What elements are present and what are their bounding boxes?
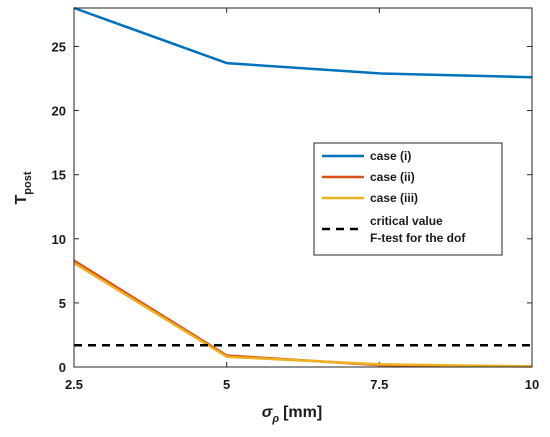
axis-ticks: 0 5 10 15 20 25 2.5 5 7.5 10 bbox=[52, 8, 539, 392]
legend-label-4: critical value F-test for the dof bbox=[370, 214, 466, 245]
y-tick-label: 20 bbox=[52, 104, 66, 119]
y-axis-label-sub: post bbox=[22, 171, 34, 195]
legend-label-3: case (iii) bbox=[370, 191, 418, 205]
y-tick-label: 25 bbox=[52, 39, 66, 54]
legend: case (i) case (ii) case (iii) critical valu… bbox=[313, 142, 503, 256]
axes-box bbox=[73, 7, 533, 368]
x-axis-label-sub: ρ bbox=[271, 413, 279, 425]
x-tick-label: 10 bbox=[525, 377, 539, 392]
x-axis-label-unit: [mm] bbox=[283, 404, 322, 421]
x-axis-label: σρ [mm] bbox=[262, 404, 322, 425]
y-tick-label: 0 bbox=[59, 360, 66, 375]
x-tick-label: 7.5 bbox=[370, 377, 388, 392]
x-tick-label: 5 bbox=[223, 377, 230, 392]
series-lines bbox=[73, 6, 533, 368]
series-line-1 bbox=[73, 6, 533, 79]
y-tick-label: 5 bbox=[59, 296, 66, 311]
x-tick-label: 2.5 bbox=[65, 377, 83, 392]
y-tick-label: 15 bbox=[52, 168, 66, 183]
x-axis-label-main: σ bbox=[262, 404, 274, 421]
legend-label-2: case (ii) bbox=[370, 170, 415, 184]
y-axis-label-main: T bbox=[13, 195, 30, 205]
legend-label-1: case (i) bbox=[370, 149, 411, 163]
series-line-2 bbox=[73, 259, 533, 368]
series-line-3 bbox=[73, 262, 533, 368]
y-tick-label: 10 bbox=[52, 232, 66, 247]
y-axis-label: Tpost bbox=[13, 171, 34, 204]
